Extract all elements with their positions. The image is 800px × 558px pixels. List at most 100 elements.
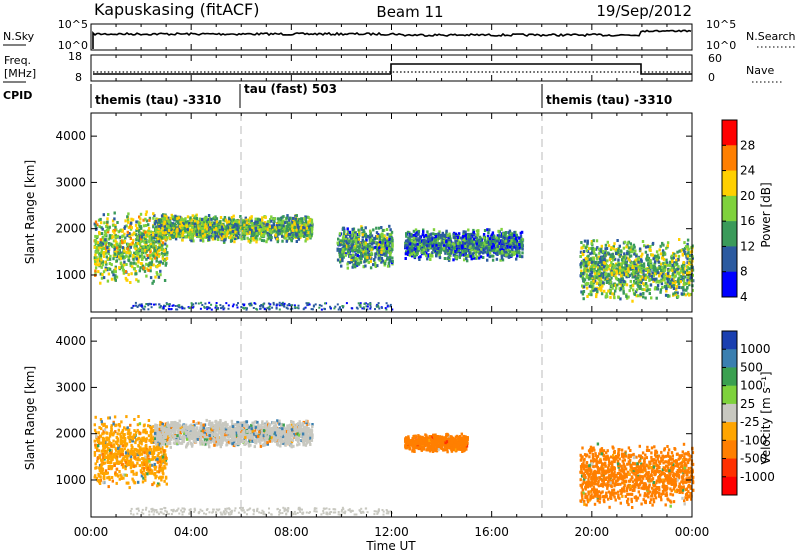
echo-cell: [194, 222, 196, 225]
echo-cell: [359, 250, 361, 253]
echo-cell: [637, 274, 639, 277]
echo-cell: [168, 229, 170, 232]
echo-cell: [103, 276, 105, 279]
echo-cell: [233, 240, 235, 243]
echo-cell: [370, 252, 372, 255]
echo-cell: [251, 234, 253, 237]
echo-cell: [173, 235, 175, 238]
echo-cell: [472, 244, 474, 247]
echo-cell: [300, 234, 302, 237]
echo-cell: [473, 231, 475, 234]
echo-cell: [114, 253, 116, 256]
echo-cell: [120, 257, 122, 260]
echo-cell: [161, 248, 163, 251]
echo-cell: [256, 232, 258, 235]
echo-cell: [112, 235, 114, 238]
echo-cell: [122, 255, 124, 258]
echo-cell: [341, 240, 343, 243]
echo-cell: [601, 245, 603, 248]
echo-cell: [109, 237, 111, 240]
echo-cell: [686, 272, 688, 275]
echo-cell: [295, 233, 297, 236]
echo-cell: [282, 215, 284, 218]
echo-cell: [281, 235, 283, 238]
echo-cell: [133, 267, 135, 270]
echo-cell: [152, 264, 154, 267]
echo-cell: [375, 227, 377, 230]
echo-cell: [159, 264, 161, 267]
echo-cell: [163, 236, 165, 239]
echo-cell: [360, 261, 362, 264]
echo-cell: [386, 237, 388, 240]
echo-cell: [586, 295, 588, 298]
echo-cell: [276, 238, 278, 241]
echo-cell: [144, 218, 146, 221]
echo-cell: [606, 259, 608, 262]
echo-cell: [104, 238, 106, 241]
echo-cell: [513, 253, 515, 256]
echo-cell: [341, 250, 343, 253]
echo-cell: [584, 240, 586, 243]
echo-cell: [380, 245, 382, 248]
echo-cell: [95, 263, 97, 266]
echo-cell: [121, 241, 123, 244]
echo-cell: [510, 236, 512, 239]
echo-cell: [94, 270, 96, 273]
echo-cell: [116, 221, 118, 224]
echo-cell: [103, 270, 105, 273]
echo-cell: [309, 235, 311, 238]
echo-cell: [145, 224, 147, 227]
echo-cell: [419, 241, 421, 244]
echo-cell: [154, 276, 156, 279]
echo-cell: [204, 233, 206, 236]
echo-cell: [139, 255, 141, 258]
echo-cell: [508, 236, 510, 239]
echo-cell: [202, 227, 204, 230]
echo-cell: [463, 250, 465, 253]
echo-cell: [277, 217, 279, 220]
echo-cell: [153, 280, 155, 283]
echo-cell: [127, 247, 129, 250]
echo-cell: [95, 266, 97, 269]
echo-cell: [649, 278, 651, 281]
echo-cell: [516, 234, 518, 237]
echo-cell: [501, 257, 503, 260]
echo-cell: [384, 244, 386, 247]
echo-cell: [438, 237, 440, 240]
echo-cell: [444, 234, 446, 237]
echo-cell: [347, 250, 349, 253]
echo-cell: [435, 239, 437, 242]
echo-cell: [161, 237, 163, 240]
echo-cell: [630, 242, 632, 245]
echo-cell: [463, 258, 465, 261]
echo-cell: [95, 248, 97, 251]
echo-cell: [501, 250, 503, 253]
echo-cell: [192, 214, 194, 217]
echo-cell: [498, 242, 500, 245]
echo-cell: [357, 241, 359, 244]
echo-cell: [462, 235, 464, 238]
echo-cell: [141, 258, 143, 261]
cpid-label: CPID: [3, 89, 32, 102]
echo-cell: [126, 279, 128, 282]
echo-cell: [99, 282, 101, 285]
echo-cell: [415, 228, 417, 231]
echo-cell: [96, 235, 98, 238]
echo-cell: [448, 233, 450, 236]
echo-cell: [191, 236, 193, 239]
echo-cell: [148, 232, 150, 235]
echo-cell: [389, 233, 391, 236]
echo-cell: [154, 222, 156, 225]
echo-cell: [513, 234, 515, 237]
echo-cell: [155, 240, 157, 243]
echo-cell: [99, 218, 101, 221]
echo-cell: [291, 239, 293, 242]
echo-cell: [444, 257, 446, 260]
echo-cell: [416, 251, 418, 254]
echo-cell: [292, 217, 294, 220]
echo-cell: [485, 240, 487, 243]
echo-cell: [660, 245, 662, 248]
echo-cell: [475, 247, 477, 250]
echo-cell: [215, 227, 217, 230]
echo-cell: [228, 220, 230, 223]
